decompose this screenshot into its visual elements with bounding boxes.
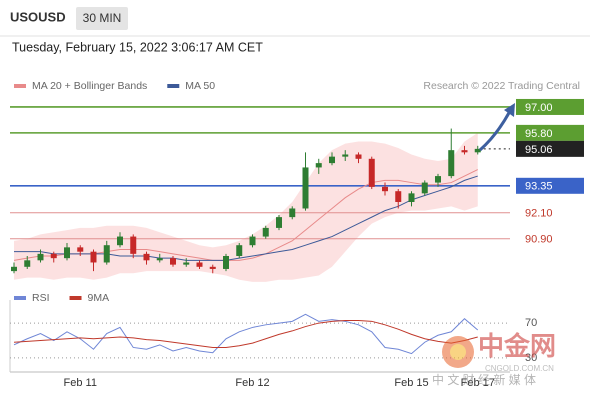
level-box [516, 124, 584, 141]
level-label: 93.35 [525, 181, 553, 193]
source: Research © 2022 Trading Central [423, 80, 580, 92]
candle-body [276, 217, 282, 228]
candle-body [37, 253, 44, 261]
candle-body [408, 193, 415, 202]
watermark-brand: 中金网 [478, 331, 556, 361]
candle-body [448, 150, 455, 177]
level-label: 95.06 [525, 144, 553, 156]
candle-body [262, 227, 269, 237]
candle-body [474, 148, 481, 153]
logo-inner [450, 344, 466, 360]
candle-body [170, 258, 176, 265]
watermark-domain: CNGOLD.COM.CN [485, 364, 554, 373]
candle-body [11, 266, 17, 272]
legend-swatch [69, 296, 82, 300]
legend-swatch [14, 84, 26, 88]
level-label: 97.00 [525, 102, 553, 114]
interval-label[interactable]: 30 MIN [83, 11, 122, 25]
candle-body [289, 208, 296, 218]
y-tick-label: 30 [525, 352, 537, 364]
candle-body [421, 182, 428, 194]
candle-body [143, 253, 150, 261]
candle-body [382, 186, 388, 192]
series-line [13, 313, 479, 355]
interval-tab[interactable] [76, 7, 128, 30]
level-box [516, 140, 584, 157]
candle-body [329, 156, 335, 164]
y-tick-label: 70 [525, 317, 537, 329]
candle-body [236, 245, 243, 256]
candle-body [302, 167, 309, 209]
level-label: 92.10 [525, 208, 553, 220]
x-tick-label: Feb 15 [394, 377, 428, 389]
candle-body [183, 262, 190, 265]
candle-body [461, 150, 468, 153]
candle-body [342, 154, 349, 157]
timestamp: Tuesday, February 15, 2022 3:06:17 AM CE… [12, 40, 263, 54]
level-box [516, 177, 584, 194]
plot: 97.00 95.80 95.06 93.35 92.10 90.90 Feb 11 Feb … [10, 80, 584, 389]
candle-body [117, 236, 123, 246]
symbol: USOUSD [10, 9, 66, 24]
candle-body [130, 236, 137, 254]
legend-label: RSI [32, 292, 50, 304]
level-box [516, 98, 584, 115]
legend-swatch [14, 296, 26, 300]
candle-body [435, 176, 441, 183]
candle-body [395, 191, 402, 202]
bollinger-band [14, 132, 478, 282]
series-line [13, 319, 478, 348]
legend-label: MA 50 [185, 80, 215, 92]
level-label: 95.80 [525, 128, 553, 140]
candle-body [249, 236, 256, 246]
candle-body [64, 247, 70, 259]
candle-body [50, 253, 57, 259]
x-tick-label: Feb 17 [461, 377, 495, 389]
candle-body [156, 258, 163, 261]
candle-body [355, 154, 362, 159]
candle-body [315, 163, 322, 168]
x-tick-label: Feb 12 [235, 377, 269, 389]
forecast-arrow [479, 110, 512, 152]
legend-swatch [167, 84, 180, 88]
candle-body [209, 266, 216, 269]
candle-body [368, 158, 375, 187]
x-tick-label: Feb 11 [64, 377, 97, 389]
watermark: 中金网 CNGOLD.COM.CN 中 文 财 经 新 媒 体 [432, 331, 556, 387]
arrow-head [504, 103, 515, 117]
candle-body [77, 247, 84, 252]
watermark-slogan: 中 文 财 经 新 媒 体 [432, 372, 536, 387]
candle-body [24, 260, 31, 267]
legend-label: 9MA [88, 292, 110, 304]
candle-body [103, 245, 110, 263]
legend-label: MA 20 + Bollinger Bands [32, 80, 147, 92]
candle-body [90, 251, 97, 263]
level-label: 90.90 [525, 234, 553, 246]
candle-body [223, 256, 229, 269]
candle-body [196, 262, 203, 267]
